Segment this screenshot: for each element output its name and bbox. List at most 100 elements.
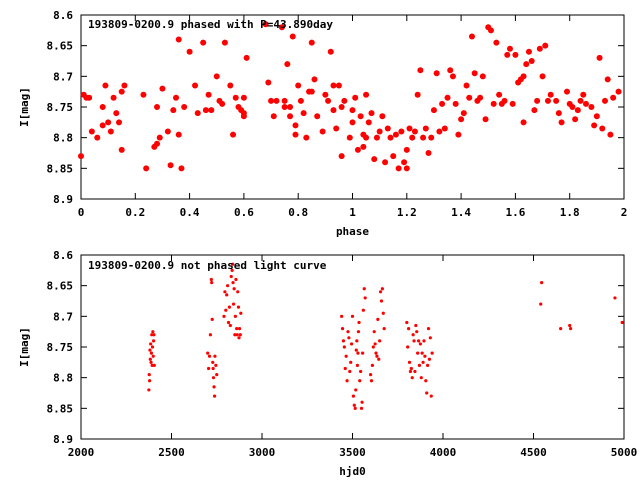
- data-point: [447, 67, 454, 74]
- data-point: [205, 91, 212, 98]
- x-tick-label: 4000: [430, 446, 457, 459]
- data-point: [281, 97, 288, 104]
- y-tick-label: 8.75: [47, 101, 74, 114]
- data-point: [202, 107, 209, 114]
- data-point: [143, 165, 150, 172]
- data-point: [392, 131, 399, 138]
- data-point: [542, 42, 549, 49]
- data-point: [147, 373, 151, 377]
- x-tick-label: 2000: [68, 446, 95, 459]
- data-point: [422, 125, 429, 132]
- data-point: [555, 110, 562, 117]
- plot-frame: [80, 14, 625, 200]
- data-point: [449, 73, 456, 80]
- data-point: [346, 330, 350, 334]
- data-point: [429, 394, 433, 398]
- data-point: [287, 113, 294, 120]
- data-point: [164, 128, 171, 135]
- data-point: [210, 281, 214, 285]
- data-point: [370, 363, 375, 367]
- data-point: [265, 79, 272, 86]
- y-tick-label: 8.65: [47, 280, 74, 293]
- data-point: [405, 320, 409, 325]
- x-tick-label: 0.2: [125, 206, 145, 219]
- data-point: [361, 351, 365, 355]
- data-point: [99, 122, 106, 129]
- x-tick-label: 1: [349, 206, 356, 219]
- data-point: [441, 125, 448, 132]
- data-point: [207, 354, 212, 358]
- data-point: [403, 146, 410, 153]
- data-point: [430, 107, 437, 114]
- data-point: [369, 379, 374, 383]
- data-point: [360, 400, 364, 404]
- data-point: [240, 113, 247, 120]
- data-point: [471, 70, 478, 77]
- data-point: [544, 97, 551, 104]
- data-point: [149, 342, 153, 346]
- data-point: [477, 94, 484, 101]
- data-point: [314, 113, 321, 120]
- x-tick-label: 0.4: [180, 206, 200, 219]
- data-point: [416, 339, 421, 343]
- data-point: [411, 128, 418, 135]
- data-point: [340, 314, 344, 318]
- x-axis-label: phase: [336, 225, 369, 238]
- data-point: [175, 36, 182, 43]
- data-point: [620, 320, 624, 325]
- data-point: [420, 351, 424, 355]
- data-point: [506, 45, 513, 52]
- data-point: [236, 290, 240, 294]
- data-point: [186, 48, 193, 55]
- data-point: [359, 406, 364, 410]
- data-point: [418, 342, 422, 346]
- data-point: [107, 128, 114, 135]
- data-point: [528, 58, 535, 64]
- data-point: [151, 339, 156, 343]
- data-point: [237, 336, 241, 340]
- data-point: [327, 48, 334, 55]
- data-point: [341, 97, 348, 104]
- data-point: [369, 373, 373, 377]
- data-point: [534, 97, 541, 104]
- data-point: [421, 360, 425, 364]
- data-point: [105, 119, 112, 126]
- data-point: [235, 327, 239, 331]
- data-point: [281, 104, 288, 110]
- data-point: [226, 284, 230, 288]
- data-point: [273, 97, 280, 104]
- data-point: [540, 281, 544, 285]
- data-point: [208, 107, 215, 114]
- data-point: [613, 296, 617, 300]
- data-point: [194, 110, 201, 117]
- data-point: [167, 162, 174, 169]
- data-point: [268, 97, 275, 104]
- data-point: [354, 388, 358, 392]
- data-point: [487, 27, 494, 34]
- data-point: [262, 21, 269, 28]
- data-point: [439, 100, 446, 107]
- y-axis-label: I[mag]: [18, 327, 31, 367]
- data-point: [531, 107, 538, 114]
- data-point: [270, 113, 277, 120]
- data-point: [214, 363, 218, 367]
- data-point: [227, 82, 234, 89]
- data-point: [596, 54, 603, 61]
- y-tick-label: 8.6: [53, 249, 73, 262]
- data-point: [407, 327, 411, 331]
- data-point: [338, 104, 345, 110]
- data-point: [348, 369, 352, 374]
- data-point: [444, 94, 451, 101]
- unphased-light-curve-chart: 2000 2500 3000 3500 4000 4500 5000 8.6 8.65 8.7 8.…: [18, 249, 637, 478]
- data-point: [178, 165, 185, 172]
- data-point: [414, 91, 421, 98]
- data-point: [362, 287, 366, 291]
- y-tick-label: 8.7: [53, 310, 73, 323]
- data-point: [427, 357, 432, 361]
- data-point: [422, 339, 426, 343]
- data-point: [406, 125, 413, 132]
- data-point: [349, 119, 356, 126]
- data-point: [212, 394, 217, 398]
- data-point: [284, 61, 291, 68]
- data-point: [206, 351, 210, 355]
